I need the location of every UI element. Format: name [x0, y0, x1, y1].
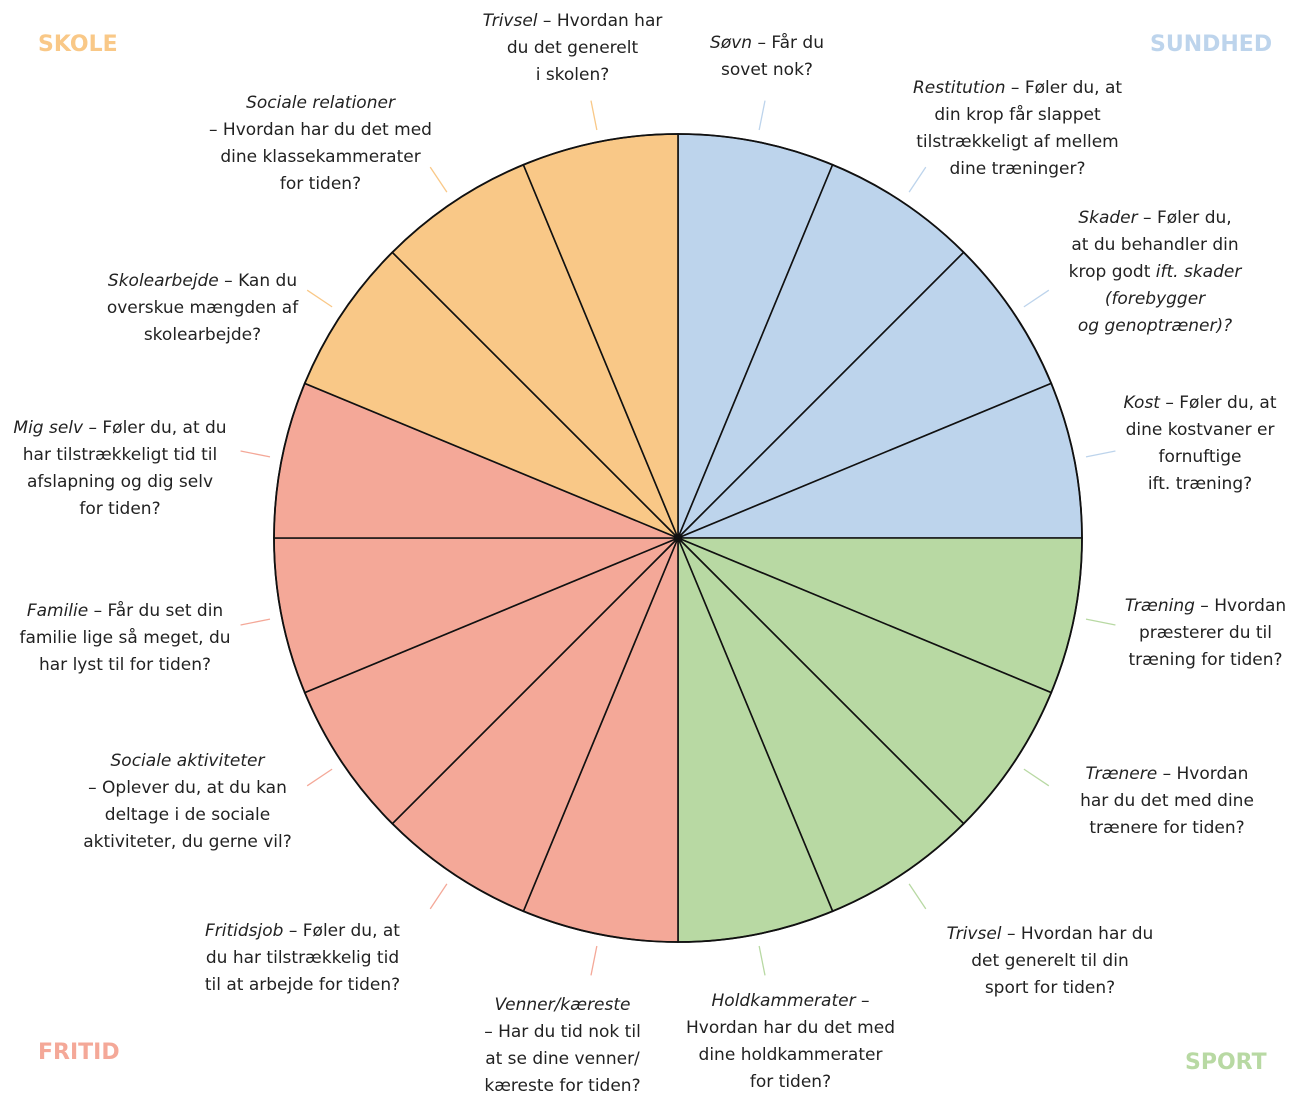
segment-separator: –	[1159, 393, 1180, 413]
segment-title: Holdkammerater	[711, 991, 856, 1011]
category-fritid-label: FRITID	[38, 1040, 120, 1065]
leader-line-6	[1023, 768, 1050, 787]
leader-line-10	[429, 883, 448, 910]
segment-question: Får du sovet nok?	[721, 33, 824, 80]
segment-title: Træning	[1124, 596, 1195, 616]
leader-line-9	[590, 945, 598, 976]
segment-title: Venner/kæreste	[494, 995, 631, 1015]
segment-title: Trænere	[1085, 764, 1158, 784]
segment-question: Føler du, at dine kostvaner er fornuftig…	[1125, 393, 1277, 494]
segment-separator: –	[218, 271, 239, 291]
segment-question: Føler du, at du har tilstrækkeligt tid t…	[22, 418, 227, 519]
segment-label-10: Fritidsjob – Føler du, at du har tilstræ…	[175, 918, 430, 999]
leader-line-15	[429, 166, 448, 193]
segment-question: Hvordan har du det generelt til din spor…	[971, 924, 1154, 998]
segment-question: – Hvordan har du det med dine klassekamm…	[209, 120, 432, 194]
category-skole-label: SKOLE	[38, 32, 118, 57]
segment-question: Føler du, at du behandler din krop godt	[1068, 208, 1239, 282]
segment-label-8: Holdkammerater – Hvordan har du det med …	[668, 988, 913, 1096]
segment-label-16: Trivsel – Hvordan har du det generelt i …	[465, 8, 680, 89]
leader-line-12	[240, 618, 271, 626]
segment-title: Skolearbejde	[107, 271, 219, 291]
segment-label-13: Mig selv – Føler du, at du har tilstrækk…	[0, 415, 240, 523]
segment-label-12: Familie – Får du set din familie lige så…	[0, 598, 250, 679]
segment-question: Får du set din familie lige så meget, du…	[19, 601, 231, 675]
segment-label-7: Trivsel – Hvordan har du det generelt ti…	[935, 921, 1165, 1002]
segment-label-3: Skader – Føler du, at du behandler din k…	[1040, 205, 1270, 340]
segment-question: Hvordan har du det generelt i skolen?	[506, 11, 663, 85]
segment-question: Hvordan præsterer du til træning for tid…	[1128, 596, 1287, 670]
segment-title: Restitution	[912, 78, 1006, 98]
segment-label-14: Skolearbejde – Kan du overskue mængden a…	[80, 268, 325, 349]
segment-title: Familie	[26, 601, 89, 621]
leader-line-2	[908, 166, 927, 193]
segment-separator: –	[860, 991, 870, 1011]
leader-line-16	[590, 100, 598, 131]
segment-label-15: Sociale relationer – Hvordan har du det …	[188, 90, 453, 198]
segment-label-9: Venner/kæreste – Har du tid nok til at s…	[455, 992, 670, 1100]
leader-line-7	[908, 883, 927, 910]
segment-question: Hvordan har du det med dine trænere for …	[1080, 764, 1254, 838]
segment-title: Søvn	[710, 33, 753, 53]
segment-question: – Har du tid nok til at se dine venner/ …	[484, 1022, 641, 1096]
leader-line-1	[758, 100, 766, 131]
segment-separator: –	[752, 33, 772, 53]
leader-line-5	[1085, 618, 1116, 626]
category-sport-label: SPORT	[1185, 1050, 1267, 1075]
leader-line-11	[306, 768, 333, 787]
segment-title: Trivsel	[482, 11, 538, 31]
segment-separator: –	[537, 11, 557, 31]
segment-separator: –	[1001, 924, 1021, 944]
segment-question: Føler du, at du har tilstrækkelig tid ti…	[204, 921, 401, 995]
segment-title: Sociale relationer	[246, 93, 395, 113]
leader-line-4	[1085, 450, 1116, 458]
segment-title: Trivsel	[946, 924, 1002, 944]
leader-line-3	[1023, 289, 1050, 308]
segment-label-5: Træning – Hvordan præsterer du til træni…	[1108, 593, 1303, 674]
segment-separator: –	[1194, 596, 1215, 616]
segment-separator: –	[83, 418, 103, 438]
segment-separator: –	[1005, 78, 1025, 98]
segment-title: Sociale aktiviteter	[110, 751, 265, 771]
wheel-outline	[273, 133, 1083, 943]
segment-separator: –	[1137, 208, 1157, 228]
segment-question-italic: ift. skader (forebygger og genoptræner)?	[1077, 262, 1242, 336]
segment-question: Hvordan har du det med dine holdkammerat…	[685, 1018, 895, 1092]
segment-separator: –	[88, 601, 108, 621]
segment-title: Fritidsjob	[205, 921, 284, 941]
segment-label-4: Kost – Føler du, at dine kostvaner er fo…	[1100, 390, 1300, 498]
category-sundhed-label: SUNDHED	[1150, 32, 1273, 57]
segment-question: Føler du, at din krop får slappet tilstr…	[916, 78, 1123, 179]
leader-line-13	[240, 450, 271, 458]
segment-separator: –	[1157, 764, 1177, 784]
leader-line-14	[306, 289, 333, 308]
segment-label-2: Restitution – Føler du, at din krop får …	[895, 75, 1140, 183]
segment-title: Kost	[1123, 393, 1160, 413]
segment-question: Kan du overskue mængden af skolearbejde?	[106, 271, 299, 345]
segment-title: Skader	[1078, 208, 1138, 228]
leader-line-8	[758, 945, 766, 976]
segment-label-11: Sociale aktiviteter – Oplever du, at du …	[55, 748, 320, 856]
segment-label-1: Søvn – Får du sovet nok?	[692, 30, 842, 84]
segment-title: Mig selv	[13, 418, 84, 438]
segment-question: – Oplever du, at du kan deltage i de soc…	[83, 778, 292, 852]
segment-label-6: Trænere – Hvordan har du det med dine tr…	[1062, 761, 1272, 842]
segment-separator: –	[283, 921, 303, 941]
